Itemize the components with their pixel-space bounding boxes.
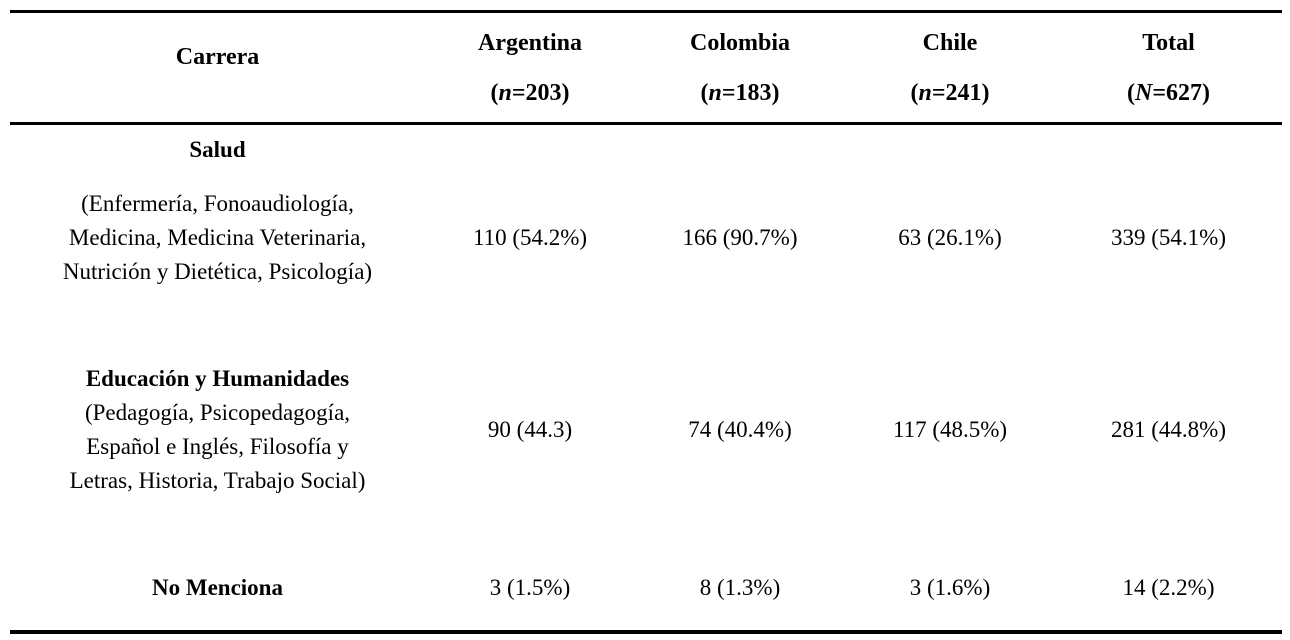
row-label-no-menciona: No Menciona xyxy=(10,510,425,630)
country-name: Chile xyxy=(922,29,978,56)
sample-size: (n=241) xyxy=(910,79,990,106)
row-label-salud: Salud (Enfermería, Fonoaudiología, Medic… xyxy=(10,125,425,350)
row-title: Educación y Humanidades xyxy=(85,366,350,391)
cell-educacion-argentina: 90 (44.3) xyxy=(487,417,573,442)
cell-nomenciona-total: 14 (2.2%) xyxy=(1122,575,1215,600)
cell-educacion-chile: 117 (48.5%) xyxy=(892,417,1008,442)
cell-nomenciona-argentina: 3 (1.5%) xyxy=(489,575,571,600)
row-subtitle-line: Medicina, Medicina Veterinaria, xyxy=(68,225,367,250)
cell-educacion-total: 281 (44.8%) xyxy=(1111,417,1226,442)
row-subtitle-line: Nutrición y Dietética, Psicología) xyxy=(62,259,373,284)
sample-size: (N=627) xyxy=(1126,79,1210,106)
n-symbol: N xyxy=(1134,79,1153,106)
sample-size: (n=183) xyxy=(700,79,780,106)
cell-nomenciona-colombia: 8 (1.3%) xyxy=(699,575,781,600)
row-subtitle-line: Español e Inglés, Filosofía y xyxy=(86,434,349,459)
country-name: Total xyxy=(1142,29,1195,56)
column-header-chile: Chile (n=241) xyxy=(845,13,1055,125)
row-subtitle-line: (Enfermería, Fonoaudiología, xyxy=(81,191,354,216)
row-title: No Menciona xyxy=(152,575,283,600)
n-symbol: n xyxy=(708,79,722,106)
cell-educacion-colombia: 74 (40.4%) xyxy=(688,417,792,442)
carrera-header-label: Carrera xyxy=(175,43,260,70)
sample-size: (n=203) xyxy=(490,79,570,106)
column-header-colombia: Colombia (n=183) xyxy=(635,13,845,125)
row-subtitle-line: (Pedagogía, Psicopedagogía, xyxy=(84,400,351,425)
cell-salud-total: 339 (54.1%) xyxy=(1111,224,1226,250)
column-header-carrera: Carrera xyxy=(10,13,425,125)
n-symbol: n xyxy=(498,79,512,106)
column-header-total: Total (N=627) xyxy=(1055,13,1282,125)
carrera-table: Carrera Argentina (n=203) Colombia (n=18… xyxy=(10,10,1282,634)
cell-salud-argentina: 110 (54.2%) xyxy=(472,224,588,250)
cell-salud-colombia: 166 (90.7%) xyxy=(682,224,798,250)
cell-nomenciona-chile: 3 (1.6%) xyxy=(909,575,991,600)
row-title: Salud xyxy=(189,137,246,162)
cell-salud-chile: 63 (26.1%) xyxy=(898,224,1002,250)
country-name: Argentina xyxy=(478,29,582,56)
n-symbol: n xyxy=(918,79,932,106)
row-label-educacion-humanidades: Educación y Humanidades (Pedagogía, Psic… xyxy=(10,350,425,510)
row-subtitle-line: Letras, Historia, Trabajo Social) xyxy=(69,468,366,493)
country-name: Colombia xyxy=(689,29,790,56)
column-header-argentina: Argentina (n=203) xyxy=(425,13,635,125)
